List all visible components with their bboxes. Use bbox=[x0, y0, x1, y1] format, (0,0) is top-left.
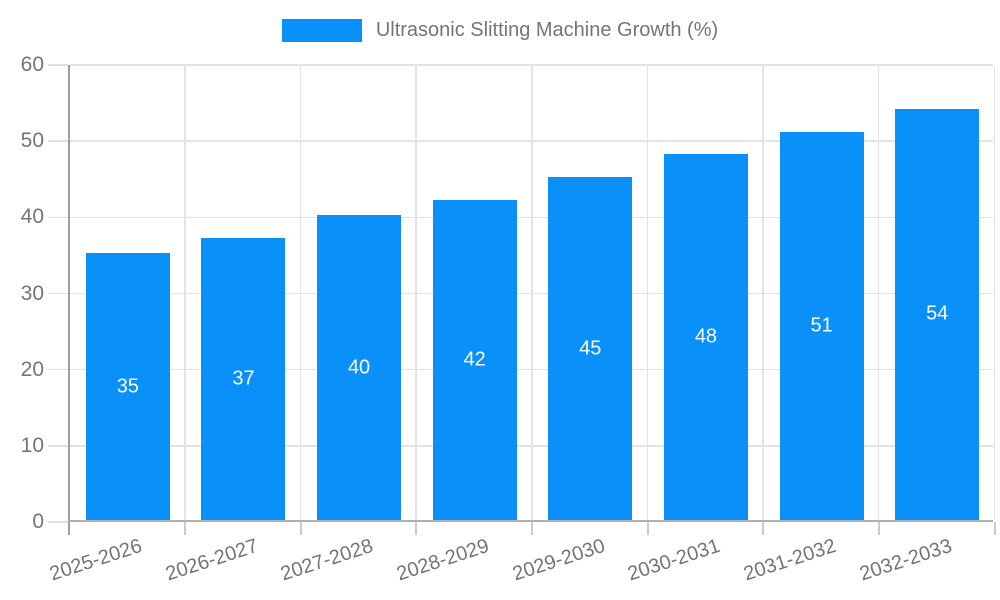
y-axis-label: 0 bbox=[32, 510, 44, 533]
gridline-x bbox=[993, 65, 995, 520]
bar: 40 bbox=[317, 215, 402, 520]
x-axis-label: 2029-2030 bbox=[509, 534, 608, 586]
y-axis-tick bbox=[48, 64, 68, 66]
legend-swatch[interactable] bbox=[281, 19, 362, 42]
bar: 54 bbox=[895, 108, 980, 520]
y-axis-tick bbox=[48, 140, 68, 142]
bar: 35 bbox=[85, 253, 170, 520]
bar-value-label: 40 bbox=[347, 356, 371, 379]
gridline-x bbox=[299, 65, 302, 520]
y-axis-tick bbox=[48, 445, 68, 447]
x-axis-tick bbox=[531, 522, 533, 535]
x-axis-label: 2027-2028 bbox=[278, 534, 377, 586]
y-axis-label: 20 bbox=[20, 357, 44, 381]
bar-slot: 37 bbox=[186, 65, 302, 520]
y-axis-label: 50 bbox=[20, 129, 44, 153]
bar-value-label: 51 bbox=[810, 314, 833, 337]
legend-label[interactable]: Ultrasonic Slitting Machine Growth (%) bbox=[375, 19, 719, 41]
x-axis-tick bbox=[646, 522, 649, 535]
gridline-x bbox=[531, 65, 533, 520]
y-axis-label: 10 bbox=[20, 433, 44, 457]
x-axis-label: 2030-2031 bbox=[625, 534, 724, 586]
gridline-x bbox=[877, 65, 880, 520]
bar-value-label: 45 bbox=[579, 337, 602, 360]
y-axis-tick bbox=[48, 292, 68, 295]
x-axis-tick bbox=[184, 522, 187, 535]
bar-value-label: 42 bbox=[463, 348, 486, 371]
gridline-x bbox=[184, 65, 186, 520]
bar: 37 bbox=[201, 238, 286, 520]
bar-value-label: 54 bbox=[926, 302, 949, 325]
gridline-x bbox=[762, 65, 764, 520]
bar-value-label: 35 bbox=[116, 375, 139, 398]
x-axis-tick bbox=[415, 522, 418, 535]
bar-slot: 42 bbox=[417, 65, 533, 520]
bar-slot: 54 bbox=[879, 65, 995, 520]
y-axis-tick bbox=[48, 521, 68, 523]
gridline-x bbox=[646, 65, 649, 520]
gridline-x bbox=[415, 65, 417, 520]
x-axis-tick bbox=[68, 522, 70, 535]
x-axis-label: 2032-2033 bbox=[856, 534, 955, 586]
y-axis-tick bbox=[48, 368, 68, 371]
x-axis-tick bbox=[993, 522, 996, 535]
bar: 42 bbox=[432, 200, 517, 520]
bar-value-label: 37 bbox=[232, 367, 255, 390]
x-axis-tick bbox=[877, 522, 880, 535]
bar-slot: 48 bbox=[648, 65, 764, 520]
bar: 48 bbox=[663, 154, 748, 520]
x-axis-label: 2028-2029 bbox=[394, 534, 492, 586]
x-axis-label: 2025-2026 bbox=[47, 534, 145, 586]
plot-area: 0 10 20 30 40 50 60 35 37 40 42 45 48 51 54 2025-2026 20… bbox=[21, 54, 996, 585]
y-axis-label: 30 bbox=[20, 281, 44, 305]
bar: 51 bbox=[779, 131, 864, 520]
bar-slot: 45 bbox=[533, 65, 649, 520]
x-axis-tick bbox=[762, 522, 765, 535]
bar: 45 bbox=[548, 177, 633, 520]
bar-value-label: 48 bbox=[694, 325, 718, 348]
y-axis-label: 40 bbox=[20, 205, 44, 229]
bar-slot: 51 bbox=[764, 65, 880, 520]
x-axis-label: 2031-2032 bbox=[740, 534, 839, 586]
legend: Ultrasonic Slitting Machine Growth (%) bbox=[0, 19, 1000, 42]
y-axis-label: 60 bbox=[20, 53, 44, 76]
x-axis-label: 2026-2027 bbox=[162, 534, 261, 586]
y-axis-tick bbox=[48, 216, 68, 219]
bar-slot: 35 bbox=[70, 65, 186, 520]
x-axis-tick bbox=[299, 522, 302, 535]
bar-slot: 40 bbox=[301, 65, 417, 520]
